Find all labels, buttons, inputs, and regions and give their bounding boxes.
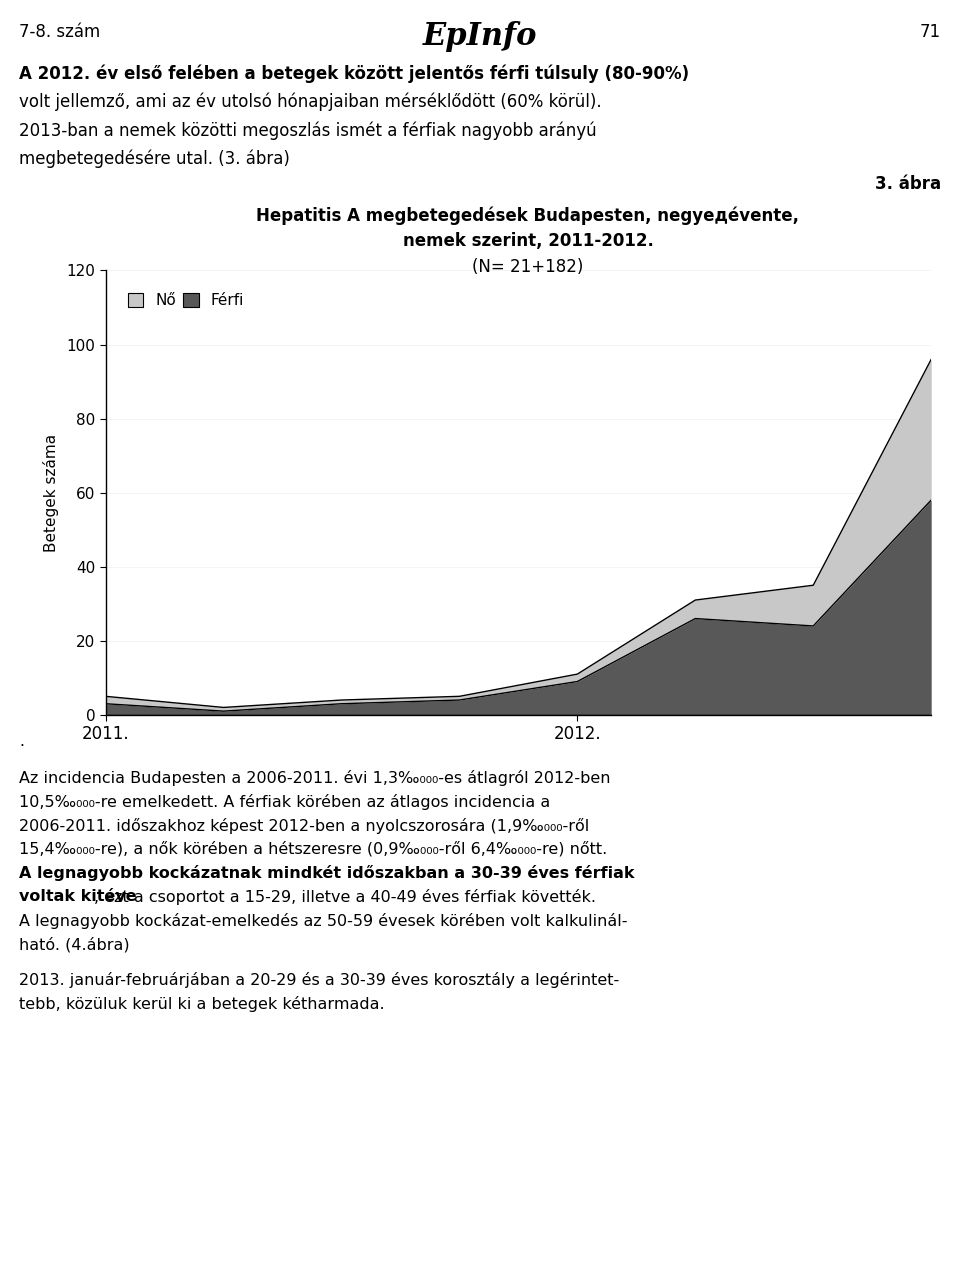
Text: (N= 21+182): (N= 21+182) — [472, 258, 584, 276]
Text: megbetegedésére utal. (3. ábra): megbetegedésére utal. (3. ábra) — [19, 149, 290, 167]
Text: EpInfo: EpInfo — [422, 21, 538, 52]
Text: A legnagyobb kockázat-emelkedés az 50-59 évesek körében volt kalkulinál-: A legnagyobb kockázat-emelkedés az 50-59… — [19, 913, 628, 929]
Text: 7-8. szám: 7-8. szám — [19, 23, 101, 41]
Text: 10,5‰₀₀₀-re emelkedett. A férfiak körében az átlagos incidencia a: 10,5‰₀₀₀-re emelkedett. A férfiak körébe… — [19, 793, 550, 810]
Y-axis label: Betegek száma: Betegek száma — [43, 434, 60, 551]
Text: tebb, közüluk kerül ki a betegek kétharmada.: tebb, közüluk kerül ki a betegek kétharm… — [19, 997, 385, 1012]
Text: 2006-2011. időszakhoz képest 2012-ben a nyolcszorosára (1,9‰₀₀₀-ről: 2006-2011. időszakhoz képest 2012-ben a … — [19, 818, 589, 833]
Text: 2013-ban a nemek közötti megoszlás ismét a férfiak nagyobb arányú: 2013-ban a nemek közötti megoszlás ismét… — [19, 121, 597, 139]
Text: nemek szerint, 2011-2012.: nemek szerint, 2011-2012. — [402, 232, 654, 250]
Text: 71: 71 — [920, 23, 941, 41]
Text: .: . — [19, 734, 24, 750]
Text: ható. (4.ábra): ható. (4.ábra) — [19, 936, 130, 952]
Text: 15,4‰₀₀₀-re), a nők körében a hétszeresre (0,9‰₀₀₀-ről 6,4‰₀₀₀-re) nőtt.: 15,4‰₀₀₀-re), a nők körében a hétszeresr… — [19, 841, 608, 857]
Text: voltak kitéve: voltak kitéve — [19, 889, 137, 904]
Text: A legnagyobb kockázatnak mindkét időszakban a 30-39 éves férfiak: A legnagyobb kockázatnak mindkét időszak… — [19, 866, 635, 881]
Text: Az incidencia Budapesten a 2006-2011. évi 1,3‰₀₀₀-es átlagról 2012-ben: Az incidencia Budapesten a 2006-2011. év… — [19, 770, 611, 786]
Text: volt jellemző, ami az év utolsó hónapjaiban mérséklődött (60% körül).: volt jellemző, ami az év utolsó hónapjai… — [19, 93, 602, 111]
Legend: Nő, Férfi: Nő, Férfi — [122, 287, 251, 314]
Text: A 2012. év első felében a betegek között jelentős férfi túlsuly (80-90%): A 2012. év első felében a betegek között… — [19, 64, 689, 82]
Text: Hepatitis A megbetegedések Budapesten, negyедévente,: Hepatitis A megbetegedések Budapesten, n… — [256, 206, 800, 224]
Text: , ezt a csoportot a 15-29, illetve a 40-49 éves férfiak követték.: , ezt a csoportot a 15-29, illetve a 40-… — [94, 889, 596, 905]
Text: 3. ábra: 3. ábra — [875, 175, 941, 193]
Text: 2013. január-februárjában a 20-29 és a 30-39 éves korosztály a legérintet-: 2013. január-februárjában a 20-29 és a 3… — [19, 972, 619, 988]
